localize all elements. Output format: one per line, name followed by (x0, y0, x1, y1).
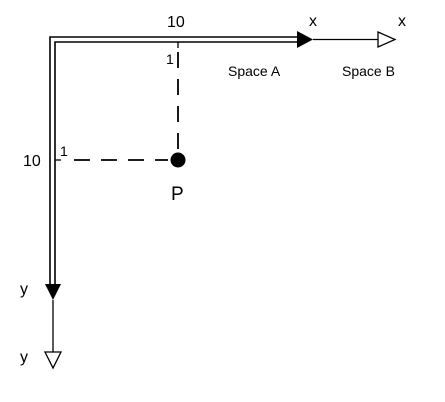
space-a-axes-inner (54, 41, 300, 288)
space-a-label: Space A (228, 63, 281, 79)
y-tick-label: 10 (23, 153, 41, 170)
point-p-marker (170, 152, 186, 168)
space-b-x-label: x (398, 13, 406, 30)
point-label: P (171, 184, 184, 205)
space-a-axes-outer (49, 36, 300, 288)
unit-label-x: 1 (166, 51, 174, 67)
space-a-axes (45, 31, 313, 300)
space-b-axes (43, 31, 397, 370)
space-a-y-label: y (20, 281, 28, 298)
space-a-y-arrowhead (45, 284, 61, 300)
x-tick-label: 10 (167, 14, 185, 31)
space-a-x-label: x (309, 13, 317, 30)
space-b-label: Space B (342, 63, 395, 79)
space-a-x-arrowhead (297, 31, 313, 48)
space-b-x-arrowhead (377, 31, 397, 48)
space-b-y-label: y (20, 349, 28, 366)
unit-label-y: 1 (60, 143, 68, 159)
space-b-y-arrowhead (43, 351, 63, 370)
